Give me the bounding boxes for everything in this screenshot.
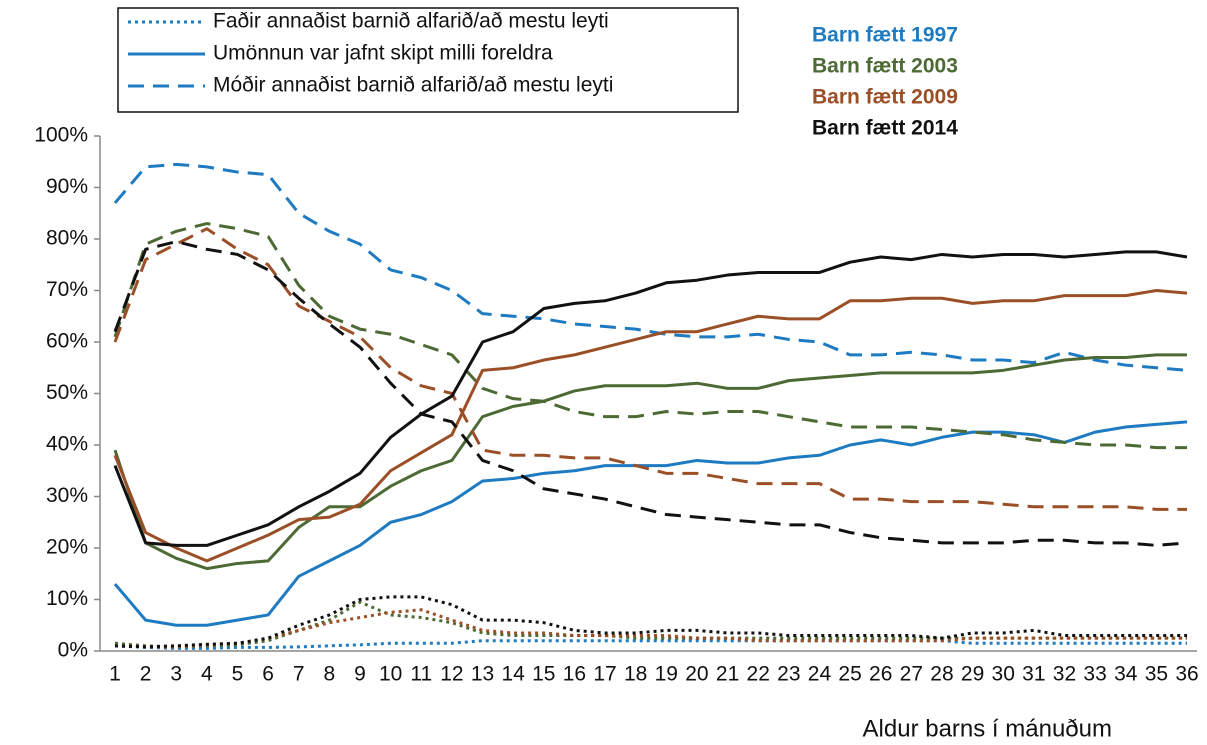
x-axis-label: Aldur barns í mánuðum (863, 715, 1112, 742)
x-tick-label: 2 (140, 663, 152, 686)
y-tick-label: 60% (46, 330, 88, 353)
x-tick-label: 31 (1022, 663, 1045, 686)
y-tick-label: 80% (46, 227, 88, 250)
x-tick-label: 25 (838, 663, 861, 686)
y-tick-label: 10% (46, 587, 88, 610)
legend-box (117, 7, 739, 113)
series-line (113, 420, 1188, 627)
x-tick-label: 23 (777, 663, 800, 686)
x-tick-label: 30 (992, 663, 1015, 686)
y-tick-label: 20% (46, 536, 88, 559)
x-tick-label: 15 (532, 663, 555, 686)
legend-label: Barn fætt 2003 (812, 55, 958, 78)
x-tick-label: 10 (379, 663, 402, 686)
series-line (113, 353, 1187, 571)
x-tick-label: 18 (624, 663, 647, 686)
x-tick-label: 8 (324, 663, 336, 686)
y-tick-label: 50% (46, 381, 88, 404)
x-tick-label: 22 (747, 663, 770, 686)
x-tick-label: 13 (471, 663, 494, 686)
y-tick-label: 30% (46, 484, 88, 507)
y-tick-label: 100% (34, 124, 88, 147)
x-tick-label: 9 (354, 663, 366, 686)
series-line (113, 250, 1188, 547)
y-tick-label: 90% (46, 175, 88, 198)
x-tick-label: 33 (1083, 663, 1106, 686)
legend-label: Barn fætt 2009 (812, 86, 958, 109)
y-tick-label: 70% (46, 278, 88, 301)
x-tick-label: 1 (109, 663, 121, 686)
x-tick-label: 3 (170, 663, 182, 686)
legend-label: Umönnun var jafnt skipt milli foreldra (213, 42, 553, 65)
series-line (113, 289, 1188, 563)
x-tick-label: 5 (232, 663, 244, 686)
x-tick-label: 20 (685, 663, 708, 686)
x-tick-label: 24 (808, 663, 832, 686)
x-tick-label: 21 (716, 663, 739, 686)
x-tick-label: 7 (293, 663, 305, 686)
x-tick-label: 4 (201, 663, 213, 686)
series-line (113, 240, 1188, 547)
x-tick-label: 6 (262, 663, 274, 686)
x-tick-label: 14 (501, 663, 525, 686)
x-tick-label: 28 (930, 663, 953, 686)
legend-label: Barn fætt 2014 (812, 117, 958, 140)
series-line (114, 600, 1187, 649)
series-line (114, 639, 1187, 650)
x-tick-label: 11 (410, 663, 432, 686)
x-tick-label: 35 (1145, 663, 1168, 686)
x-tick-label: 12 (440, 663, 463, 686)
legend-label: Faðir annaðist barnið alfarið/að mestu l… (213, 10, 609, 33)
x-tick-label: 36 (1175, 663, 1198, 686)
series-line (114, 608, 1187, 649)
y-tick-label: 0% (58, 639, 88, 662)
x-tick-label: 26 (869, 663, 892, 686)
series-line (113, 222, 1187, 450)
legend-label: Barn fætt 1997 (812, 24, 958, 47)
x-tick-label: 29 (961, 663, 984, 686)
x-tick-label: 34 (1114, 663, 1138, 686)
series-line (113, 162, 1188, 372)
x-tick-label: 19 (655, 663, 678, 686)
x-tick-label: 32 (1053, 663, 1076, 686)
x-tick-label: 27 (900, 663, 923, 686)
series-line (113, 227, 1187, 511)
legend-label: Móðir annaðist barnið alfarið/að mestu l… (213, 74, 613, 97)
y-tick-label: 40% (46, 433, 88, 456)
x-tick-label: 16 (563, 663, 586, 686)
x-tick-label: 17 (593, 663, 616, 686)
